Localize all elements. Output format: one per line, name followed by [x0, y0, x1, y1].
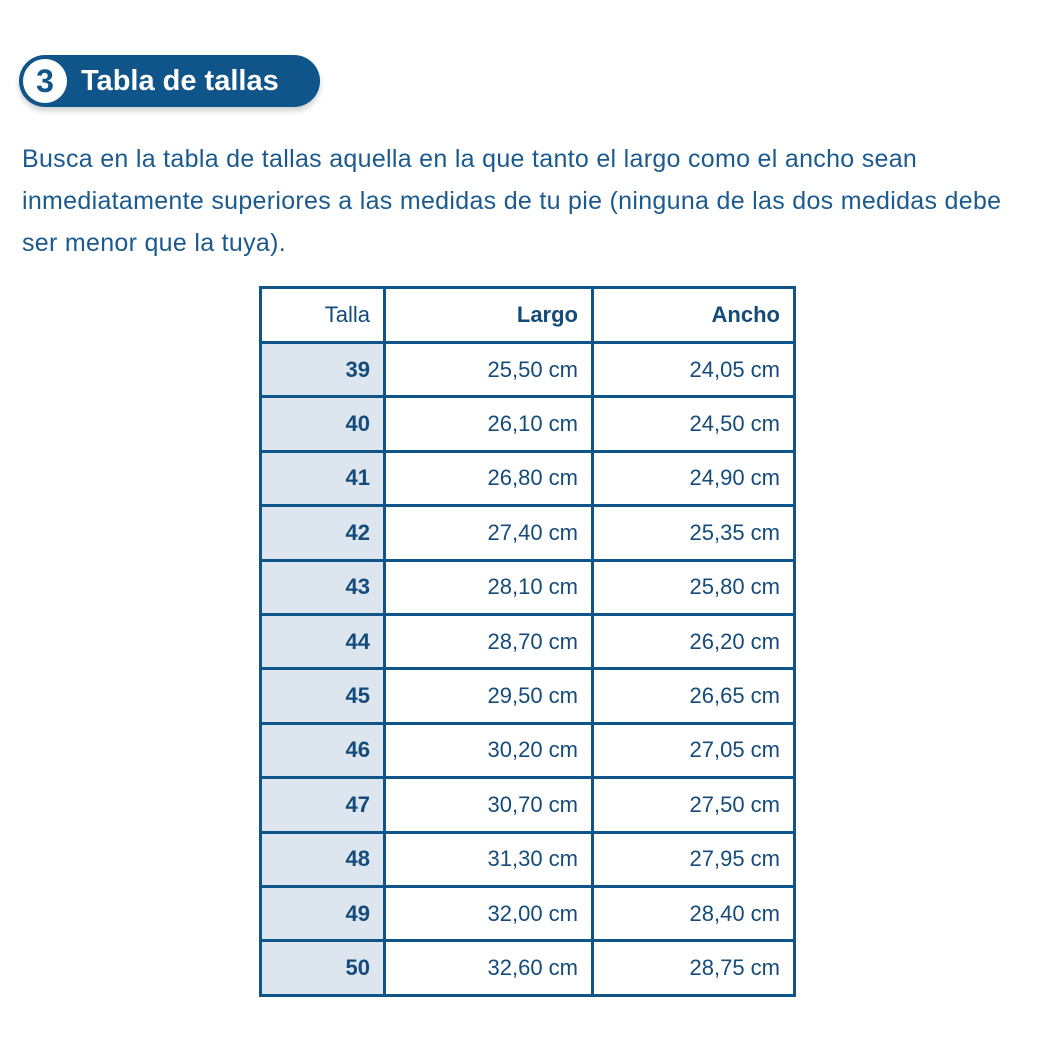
table-row: 50 32,60 cm 28,75 cm	[259, 939, 796, 997]
section-title: Tabla de tallas	[81, 65, 279, 97]
cell-largo: 26,80 cm	[383, 449, 594, 508]
cell-largo: 28,10 cm	[383, 558, 594, 616]
header-largo: Largo	[383, 286, 594, 344]
header-talla: Talla	[259, 286, 386, 344]
table-row: 39 25,50 cm 24,05 cm	[259, 340, 796, 399]
cell-ancho: 25,35 cm	[591, 504, 796, 562]
cell-ancho: 24,05 cm	[591, 340, 796, 399]
cell-largo: 30,70 cm	[383, 776, 594, 834]
table-row: 47 30,70 cm 27,50 cm	[259, 776, 796, 834]
cell-largo: 32,00 cm	[383, 884, 594, 943]
cell-ancho: 26,20 cm	[591, 612, 796, 671]
cell-talla: 46	[259, 721, 386, 780]
cell-ancho: 25,80 cm	[591, 558, 796, 616]
cell-talla: 42	[259, 504, 386, 562]
table-row: 49 32,00 cm 28,40 cm	[259, 884, 796, 943]
cell-talla: 39	[259, 340, 386, 399]
cell-largo: 26,10 cm	[383, 395, 594, 453]
size-table: Talla Largo Ancho 39 25,50 cm 24,05 cm 40 26…	[259, 286, 796, 997]
cell-ancho: 27,95 cm	[591, 830, 796, 888]
cell-largo: 32,60 cm	[383, 939, 594, 997]
table-row: 40 26,10 cm 24,50 cm	[259, 395, 796, 453]
table-row: 46 30,20 cm 27,05 cm	[259, 721, 796, 780]
cell-ancho: 28,40 cm	[591, 884, 796, 943]
table-row: 48 31,30 cm 27,95 cm	[259, 830, 796, 888]
table-row: 45 29,50 cm 26,65 cm	[259, 667, 796, 725]
cell-largo: 29,50 cm	[383, 667, 594, 725]
table-row: 41 26,80 cm 24,90 cm	[259, 449, 796, 508]
step-number-badge: 3	[23, 59, 67, 103]
cell-largo: 31,30 cm	[383, 830, 594, 888]
cell-largo: 27,40 cm	[383, 504, 594, 562]
cell-ancho: 26,65 cm	[591, 667, 796, 725]
intro-paragraph: Busca en la tabla de tallas aquella en l…	[22, 145, 1002, 257]
cell-ancho: 24,50 cm	[591, 395, 796, 453]
cell-talla: 48	[259, 830, 386, 888]
table-row: 43 28,10 cm 25,80 cm	[259, 558, 796, 616]
cell-ancho: 28,75 cm	[591, 939, 796, 997]
header-ancho: Ancho	[591, 286, 796, 344]
table-header-row: Talla Largo Ancho	[259, 286, 796, 344]
cell-largo: 30,20 cm	[383, 721, 594, 780]
cell-ancho: 24,90 cm	[591, 449, 796, 508]
cell-talla: 44	[259, 612, 386, 671]
cell-talla: 43	[259, 558, 386, 616]
cell-ancho: 27,50 cm	[591, 776, 796, 834]
cell-talla: 49	[259, 884, 386, 943]
cell-talla: 47	[259, 776, 386, 834]
cell-talla: 40	[259, 395, 386, 453]
table-row: 42 27,40 cm 25,35 cm	[259, 504, 796, 562]
cell-talla: 41	[259, 449, 386, 508]
table-row: 44 28,70 cm 26,20 cm	[259, 612, 796, 671]
cell-talla: 50	[259, 939, 386, 997]
section-heading: 3 Tabla de tallas	[19, 55, 320, 107]
cell-talla: 45	[259, 667, 386, 725]
cell-largo: 25,50 cm	[383, 340, 594, 399]
cell-ancho: 27,05 cm	[591, 721, 796, 780]
cell-largo: 28,70 cm	[383, 612, 594, 671]
